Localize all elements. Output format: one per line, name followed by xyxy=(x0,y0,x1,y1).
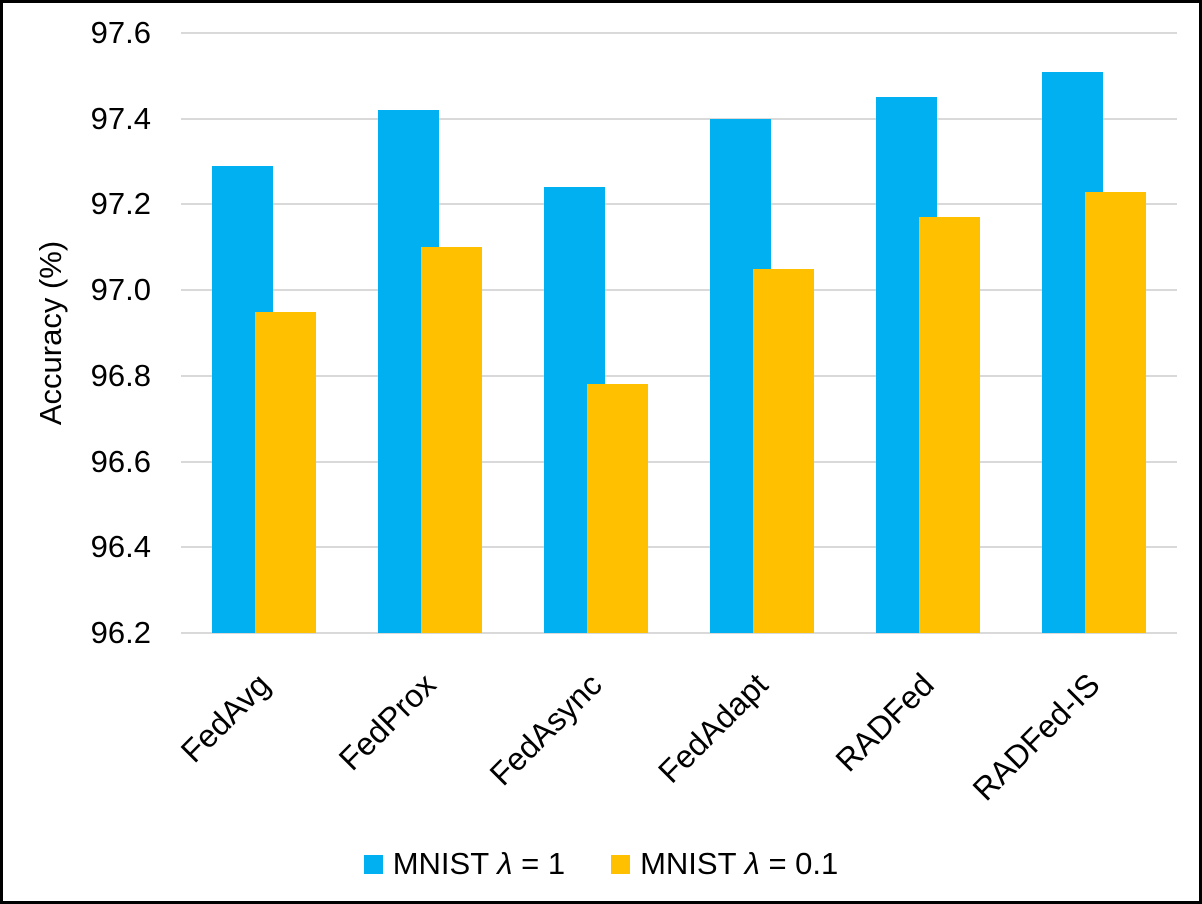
bar-radfed-is-series-1 xyxy=(1085,191,1146,633)
gridline xyxy=(181,546,1177,549)
bar-radfed-series-1 xyxy=(919,217,980,633)
y-tick-label: 97.0 xyxy=(90,272,151,308)
y-tick-label: 97.6 xyxy=(90,15,151,50)
y-tick-label: 97.2 xyxy=(90,186,151,222)
legend-item-mnist-lambda-0-1: MNIST λ = 0.1 xyxy=(611,846,838,882)
plot-area xyxy=(181,32,1177,634)
legend-swatch-gold xyxy=(611,854,631,874)
legend-label: MNIST λ = 1 xyxy=(392,846,566,881)
legend: MNIST λ = 1 MNIST λ = 0.1 xyxy=(3,846,1199,882)
gridline xyxy=(181,632,1177,634)
legend-item-mnist-lambda-1: MNIST λ = 1 xyxy=(363,846,566,882)
legend-label: MNIST λ = 0.1 xyxy=(640,846,839,881)
y-tick-label: 96.4 xyxy=(90,529,151,565)
y-tick-label: 96.6 xyxy=(90,443,151,479)
y-tick-label: 96.8 xyxy=(90,357,151,393)
bar-fedprox-series-1 xyxy=(421,247,482,633)
y-tick-label: 96.2 xyxy=(90,615,151,650)
gridline xyxy=(181,203,1177,206)
gridline xyxy=(181,117,1177,120)
legend-swatch-blue xyxy=(363,854,383,874)
y-tick-label: 97.4 xyxy=(90,100,151,136)
bar-fedadapt-series-1 xyxy=(753,268,814,633)
bar-fedavg-series-1 xyxy=(255,311,316,633)
gridline xyxy=(181,289,1177,292)
gridline xyxy=(181,460,1177,463)
gridline xyxy=(181,374,1177,377)
gridline xyxy=(181,32,1177,34)
bar-fedasync-series-1 xyxy=(587,384,648,633)
